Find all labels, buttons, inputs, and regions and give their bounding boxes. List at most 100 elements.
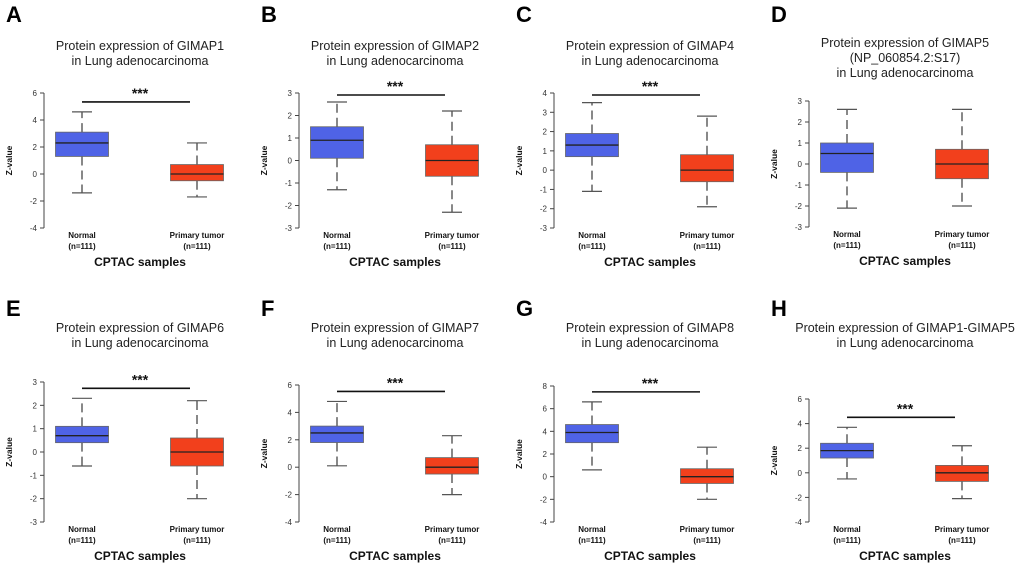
y-tick-label: 0 xyxy=(33,170,38,179)
panel-d: D Protein expression of GIMAP5 (NP_060854… xyxy=(765,0,1020,284)
panel-letter: H xyxy=(771,296,787,321)
y-tick-label: 1 xyxy=(798,139,803,148)
y-axis-label: Z-value xyxy=(514,145,524,175)
y-tick-label: 4 xyxy=(288,408,293,417)
panel-f: F Protein expression of GIMAP7 in Lung ad… xyxy=(255,284,510,568)
y-tick-label: 2 xyxy=(288,436,293,445)
y-tick-label: 0 xyxy=(33,448,38,457)
panel-a: A Protein expression of GIMAP1 in Lung ad… xyxy=(0,0,255,284)
chart-title-line: Protein expression of GIMAP1-GIMAP5 xyxy=(795,321,1015,335)
y-tick-label: 4 xyxy=(33,116,38,125)
x-axis-label: CPTAC samples xyxy=(859,254,951,268)
panel-h: H Protein expression of GIMAP1-GIMAP5 in … xyxy=(765,284,1020,568)
y-tick-label: -4 xyxy=(30,224,38,233)
y-tick-label: 0 xyxy=(288,157,293,166)
chart-title-line: in Lung adenocarcinoma xyxy=(837,66,974,80)
panel-letter: E xyxy=(6,296,21,321)
y-tick-label: 4 xyxy=(543,89,548,98)
y-tick-label: 4 xyxy=(543,427,548,436)
panel-letter: G xyxy=(516,296,534,321)
y-tick-label: -2 xyxy=(540,495,548,504)
significance-stars: *** xyxy=(387,374,404,390)
chart-title-line: Protein expression of GIMAP1 xyxy=(56,39,224,53)
category-count: (n=111) xyxy=(438,536,466,545)
chart-title-line: Protein expression of GIMAP5 xyxy=(821,36,989,50)
y-tick-label: 6 xyxy=(543,405,548,414)
x-axis-label: CPTAC samples xyxy=(94,255,186,269)
significance-stars: *** xyxy=(387,78,404,94)
y-tick-label: -2 xyxy=(285,491,293,500)
y-tick-label: 0 xyxy=(543,473,548,482)
box-primary-tumor xyxy=(170,164,224,182)
category-count: (n=111) xyxy=(948,536,976,545)
category-count: (n=111) xyxy=(68,242,96,251)
panel-letter: B xyxy=(261,2,277,27)
chart-title-line: in Lung adenocarcinoma xyxy=(72,336,209,350)
box-normal xyxy=(820,142,874,173)
y-tick-label: 1 xyxy=(33,425,38,434)
y-axis-label: Z-value xyxy=(4,437,14,467)
y-tick-label: 4 xyxy=(798,420,803,429)
category-count: (n=111) xyxy=(948,241,976,250)
category-count: (n=111) xyxy=(68,536,96,545)
y-tick-label: 0 xyxy=(543,166,548,175)
box-normal xyxy=(55,131,109,157)
category-label: Normal xyxy=(833,230,861,239)
y-tick-label: 2 xyxy=(798,444,803,453)
y-tick-label: 6 xyxy=(798,395,803,404)
y-tick-label: 0 xyxy=(288,463,293,472)
x-axis-label: CPTAC samples xyxy=(349,255,441,269)
chart-title-line: Protein expression of GIMAP6 xyxy=(56,321,224,335)
x-axis-label: CPTAC samples xyxy=(604,255,696,269)
y-tick-label: -3 xyxy=(540,224,548,233)
y-tick-label: -2 xyxy=(30,495,38,504)
chart-title-line: in Lung adenocarcinoma xyxy=(837,336,974,350)
y-tick-label: -3 xyxy=(285,224,293,233)
box-normal xyxy=(565,424,619,444)
panel-letter: A xyxy=(6,2,22,27)
y-tick-label: -3 xyxy=(30,518,38,527)
y-tick-label: -2 xyxy=(795,493,803,502)
category-label: Primary tumor xyxy=(935,525,990,534)
x-axis-label: CPTAC samples xyxy=(94,549,186,563)
y-tick-label: 0 xyxy=(798,469,803,478)
y-axis-label: Z-value xyxy=(4,145,14,175)
box-normal xyxy=(310,425,364,443)
category-label: Normal xyxy=(68,231,96,240)
category-label: Primary tumor xyxy=(680,231,735,240)
significance-stars: *** xyxy=(897,400,914,416)
y-tick-label: 6 xyxy=(288,381,293,390)
y-tick-label: -2 xyxy=(30,197,38,206)
chart-title-line: Protein expression of GIMAP4 xyxy=(566,39,734,53)
chart-title-line: Protein expression of GIMAP2 xyxy=(311,39,479,53)
panel-c: C Protein expression of GIMAP4 in Lung ad… xyxy=(510,0,765,284)
category-label: Primary tumor xyxy=(170,525,225,534)
box-primary-tumor xyxy=(680,154,734,183)
category-label: Primary tumor xyxy=(170,231,225,240)
y-tick-label: -4 xyxy=(795,518,803,527)
category-label: Primary tumor xyxy=(425,525,480,534)
panel-letter: F xyxy=(261,296,275,321)
category-count: (n=111) xyxy=(693,242,721,251)
category-count: (n=111) xyxy=(438,242,466,251)
y-tick-label: 2 xyxy=(33,143,38,152)
category-label: Normal xyxy=(323,231,351,240)
panel-chart-d: Protein expression of GIMAP5(NP_060854.2… xyxy=(769,36,989,268)
panel-b: B Protein expression of GIMAP2 in Lung ad… xyxy=(255,0,510,284)
chart-title-line: in Lung adenocarcinoma xyxy=(582,336,719,350)
category-count: (n=111) xyxy=(578,242,606,251)
y-tick-label: 2 xyxy=(288,112,293,121)
y-tick-label: -3 xyxy=(795,223,803,232)
x-axis-label: CPTAC samples xyxy=(349,549,441,563)
y-axis-label: Z-value xyxy=(514,439,524,469)
y-tick-label: 6 xyxy=(33,89,38,98)
chart-title-line: (NP_060854.2:S17) xyxy=(850,51,961,65)
panel-letter: D xyxy=(771,2,787,27)
panel-letter: C xyxy=(516,2,532,27)
category-count: (n=111) xyxy=(833,536,861,545)
